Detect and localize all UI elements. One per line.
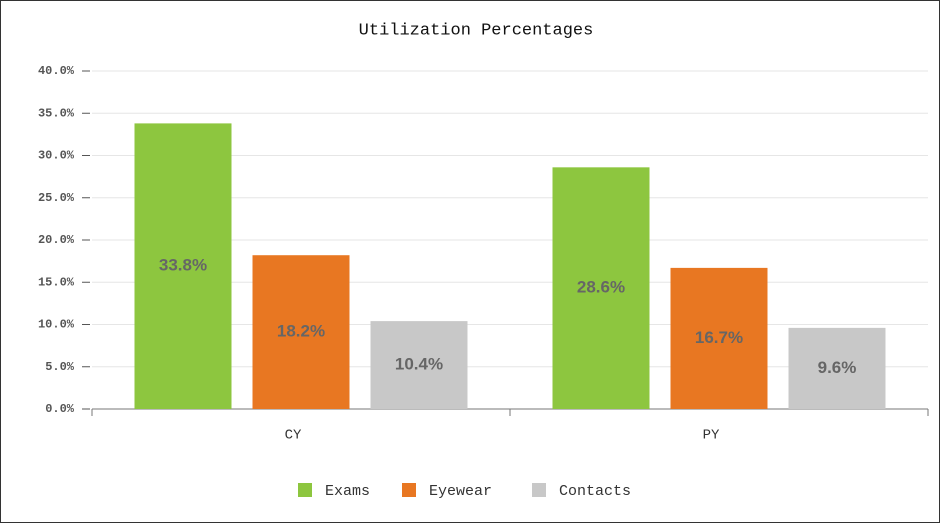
y-tick-label: 35.0% — [38, 106, 75, 120]
y-tick-label: 30.0% — [38, 149, 75, 163]
value-label: 10.4% — [395, 355, 443, 374]
y-tick-label: 10.0% — [38, 318, 75, 332]
value-label: 28.6% — [577, 278, 625, 297]
bar — [370, 321, 468, 409]
bar — [552, 167, 650, 409]
y-tick-label: 5.0% — [45, 360, 75, 374]
y-tick-label: 20.0% — [38, 233, 75, 247]
legend-label: Exams — [325, 483, 370, 500]
value-label: 33.8% — [159, 256, 207, 275]
chart-title: Utilization Percentages — [359, 21, 594, 40]
y-tick-label: 0.0% — [45, 402, 75, 416]
x-tick-label: CY — [285, 428, 302, 444]
value-label: 9.6% — [818, 358, 857, 377]
legend-label: Contacts — [559, 483, 631, 500]
y-tick-label: 25.0% — [38, 191, 75, 205]
legend-swatch — [298, 483, 312, 497]
bar — [788, 327, 886, 409]
legend-swatch — [532, 483, 546, 497]
x-tick-label: PY — [703, 428, 720, 444]
legend-swatch — [402, 483, 416, 497]
bar — [134, 123, 232, 409]
value-label: 18.2% — [277, 322, 325, 341]
bar — [252, 255, 350, 409]
legend-label: Eyewear — [429, 483, 492, 500]
value-label: 16.7% — [695, 328, 743, 347]
y-tick-label: 40.0% — [38, 64, 75, 78]
y-tick-label: 15.0% — [38, 275, 75, 289]
bar — [670, 267, 768, 409]
